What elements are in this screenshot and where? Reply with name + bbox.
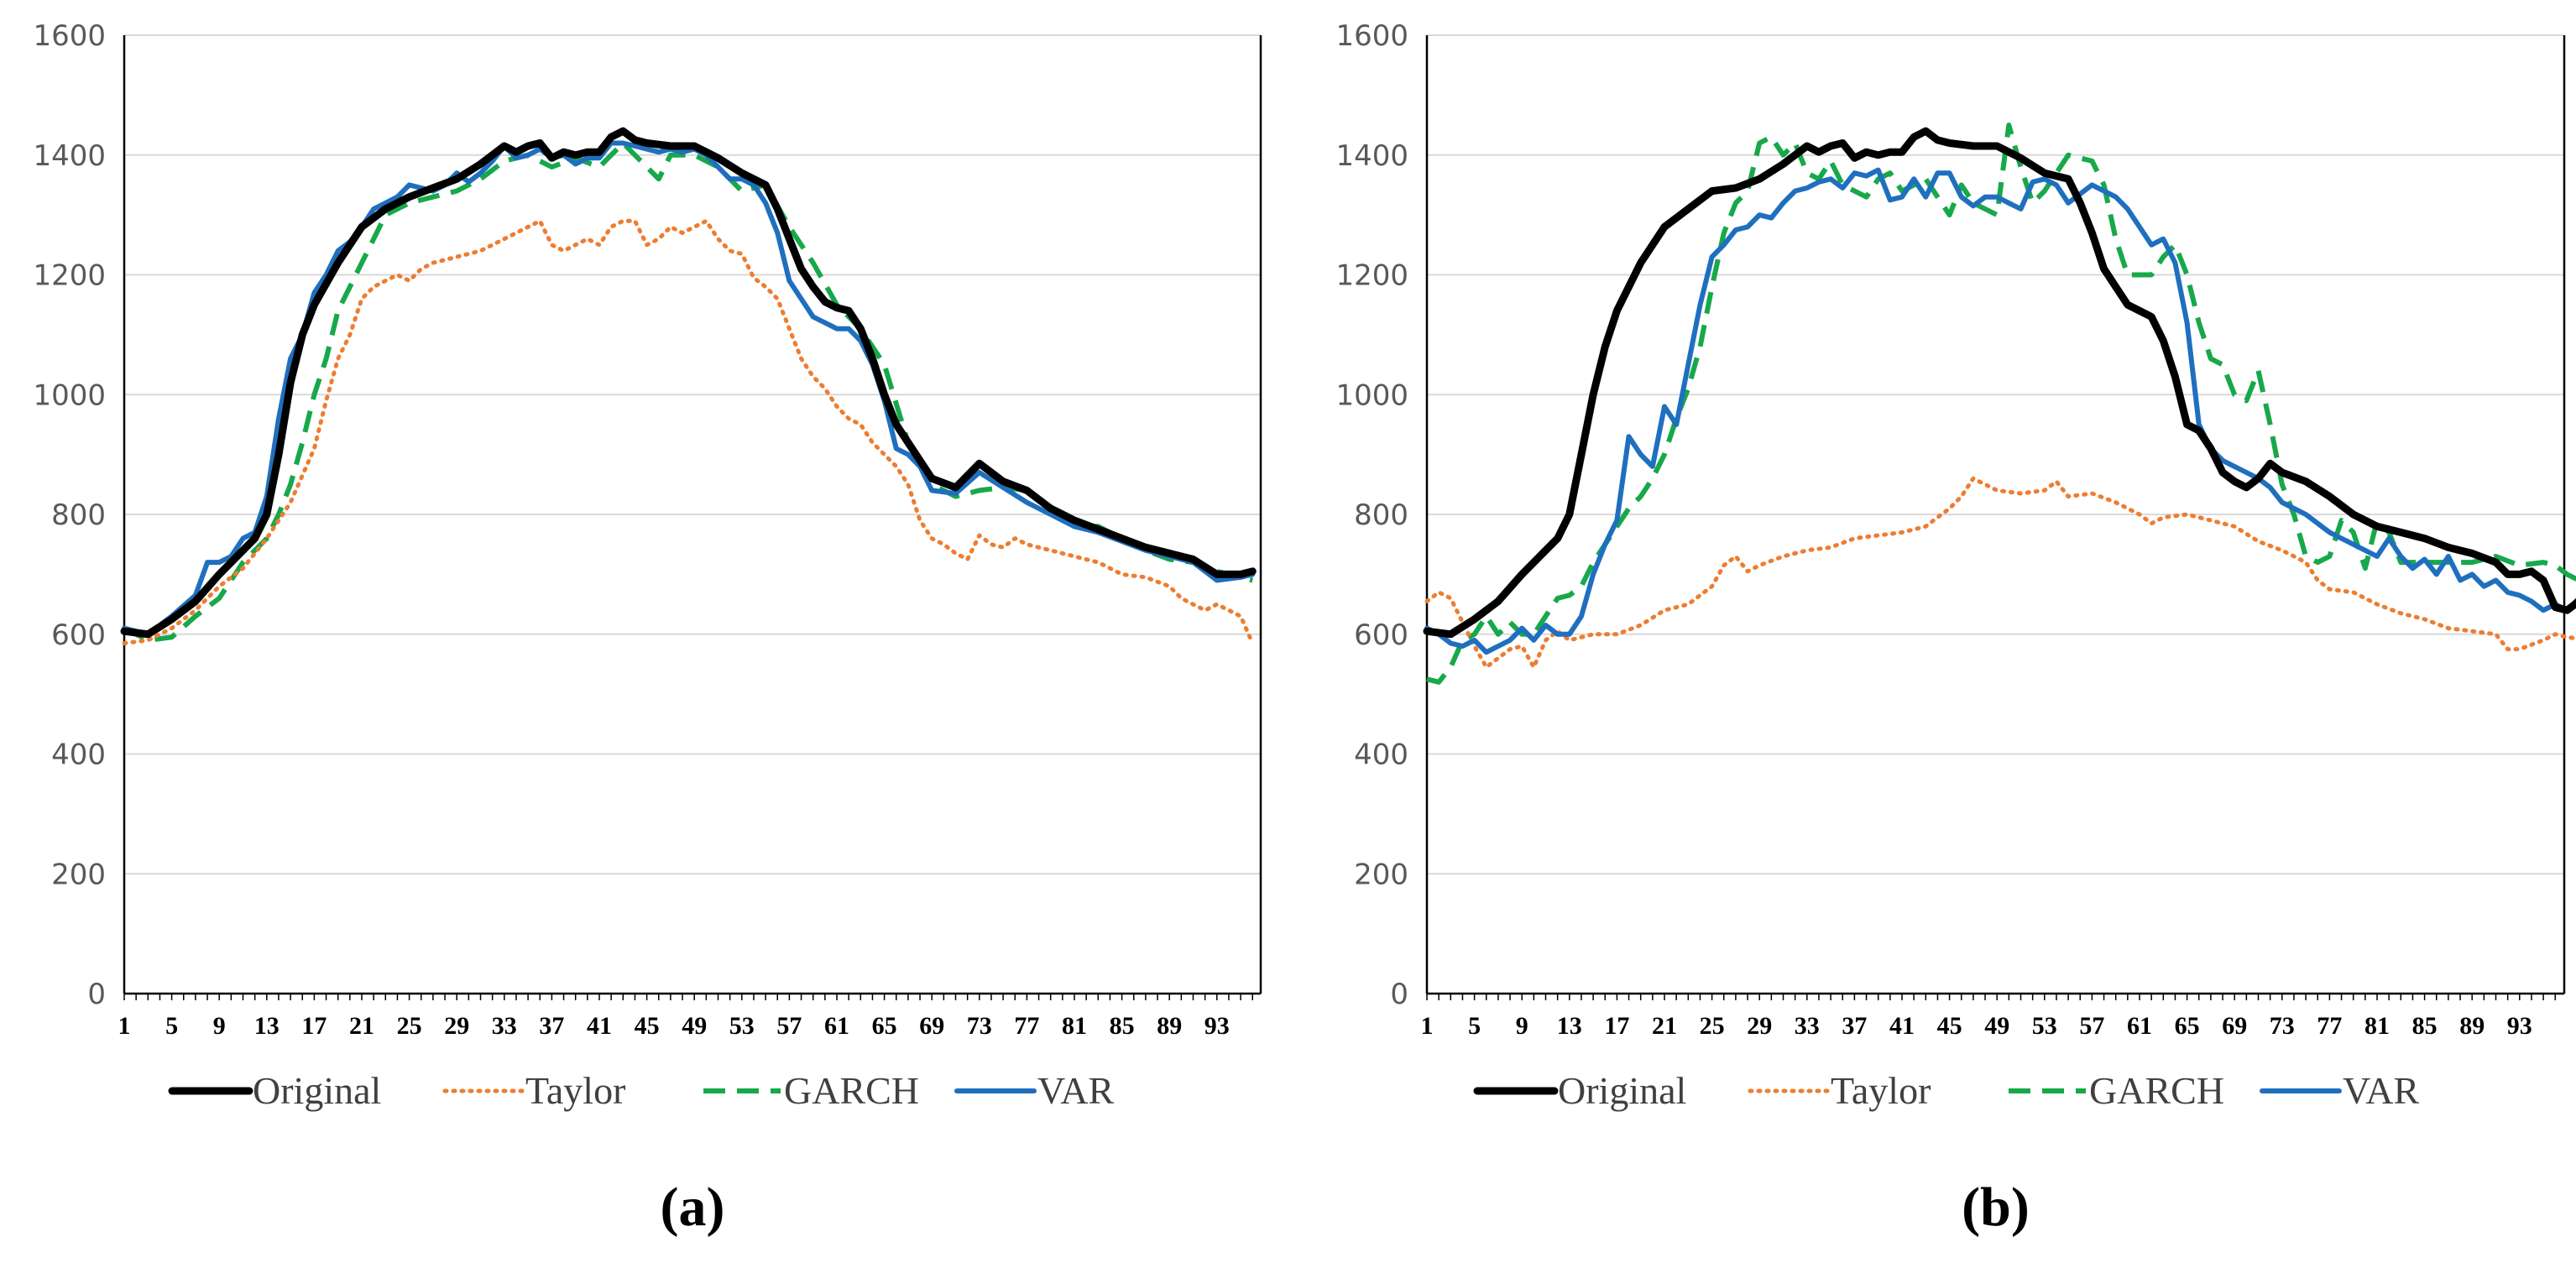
legend-label-garch: GARCH (2089, 1069, 2224, 1112)
x-tick-label: 89 (2459, 1012, 2485, 1040)
x-tick-label: 37 (1842, 1012, 1867, 1040)
series-line-var (122, 140, 1256, 637)
series-line-original (1423, 127, 2576, 639)
x-tick-label: 57 (2079, 1012, 2104, 1040)
x-tick-label: 85 (2412, 1012, 2438, 1040)
x-tick-label: 9 (213, 1012, 226, 1040)
x-tick-label: 65 (2175, 1012, 2200, 1040)
x-tick-label: 77 (1014, 1012, 1039, 1040)
x-tick-label: 73 (967, 1012, 992, 1040)
x-tick-label: 41 (1889, 1012, 1915, 1040)
x-tick-label: 25 (1700, 1012, 1725, 1040)
x-tick-label: 85 (1110, 1012, 1135, 1040)
x-tick-label: 65 (872, 1012, 897, 1040)
legend-label-var: VAR (1037, 1069, 1115, 1112)
y-tick-label: 0 (87, 978, 106, 1011)
y-tick-label: 1600 (33, 19, 106, 53)
x-tick-label: 41 (587, 1012, 612, 1040)
x-tick-label: 13 (1557, 1012, 1582, 1040)
series-line-taylor (122, 218, 1255, 645)
panel-label: (a) (661, 1177, 725, 1238)
x-tick-label: 13 (254, 1012, 280, 1040)
legend-label-taylor: Taylor (1831, 1069, 1931, 1112)
y-tick-label: 1200 (33, 259, 106, 293)
x-tick-label: 49 (682, 1012, 707, 1040)
y-tick-label: 800 (1354, 498, 1408, 532)
y-tick-label: 1400 (1335, 139, 1408, 173)
y-tick-label: 200 (51, 858, 106, 891)
y-tick-label: 600 (51, 618, 106, 652)
x-tick-label: 25 (397, 1012, 422, 1040)
y-tick-label: 1600 (1335, 19, 1408, 53)
x-tick-label: 33 (492, 1012, 517, 1040)
x-tick-label: 93 (2507, 1012, 2532, 1040)
x-tick-label: 29 (444, 1012, 469, 1040)
x-tick-label: 89 (1157, 1012, 1182, 1040)
y-tick-label: 1000 (33, 378, 106, 412)
x-tick-label: 45 (635, 1012, 660, 1040)
y-tick-label: 1200 (1335, 259, 1408, 293)
x-tick-label: 17 (1604, 1012, 1629, 1040)
x-tick-label: 69 (2222, 1012, 2247, 1040)
chart-panel-a: 0 200 400 600 800 1000 1200 1400 1600 1 5 9 13 17 21 25… (33, 19, 1262, 1238)
x-tick-label: 57 (776, 1012, 802, 1040)
legend-label-var: VAR (2343, 1069, 2420, 1112)
y-tick-label: 400 (1354, 738, 1408, 772)
x-tick-label: 21 (349, 1012, 374, 1040)
x-tick-label: 21 (1652, 1012, 1677, 1040)
series-line-taylor (1424, 476, 2576, 670)
x-tick-label: 37 (539, 1012, 564, 1040)
x-tick-label: 1 (118, 1012, 131, 1040)
y-tick-label: 1400 (33, 139, 106, 173)
y-tick-label: 200 (1354, 858, 1408, 891)
x-tick-label: 61 (824, 1012, 849, 1040)
x-tick-label: 53 (729, 1012, 755, 1040)
x-tick-label: 17 (301, 1012, 327, 1040)
series-line-garch (1426, 123, 2576, 685)
y-tick-label: 0 (1390, 978, 1408, 1011)
y-tick-label: 600 (1354, 618, 1408, 652)
panel-label: (b) (1962, 1177, 2030, 1238)
x-tick-label: 1 (1421, 1012, 1434, 1040)
legend-label-taylor: Taylor (525, 1069, 625, 1112)
x-tick-label: 61 (2127, 1012, 2152, 1040)
x-tick-label: 45 (1937, 1012, 1962, 1040)
series-line-var (1424, 167, 2576, 655)
legend-label-garch: GARCH (784, 1069, 919, 1112)
series-line-original (120, 127, 1257, 639)
chart-panel-b: 0 200 400 600 800 1000 1200 1400 1600 1 5 9 13 17 21 25… (1335, 19, 2576, 1238)
x-tick-label: 5 (1468, 1012, 1481, 1040)
legend-label-original: Original (1558, 1069, 1686, 1112)
legend-label-original: Original (253, 1069, 381, 1112)
x-tick-label: 53 (2032, 1012, 2057, 1040)
series-line-garch (123, 140, 1254, 643)
x-tick-label: 69 (919, 1012, 944, 1040)
y-tick-label: 800 (51, 498, 106, 532)
x-tick-label: 81 (1062, 1012, 1087, 1040)
y-tick-label: 1000 (1335, 378, 1408, 412)
x-tick-label: 5 (165, 1012, 178, 1040)
x-tick-label: 49 (1984, 1012, 2009, 1040)
x-tick-label: 9 (1516, 1012, 1528, 1040)
x-tick-label: 81 (2364, 1012, 2390, 1040)
x-tick-label: 73 (2270, 1012, 2295, 1040)
x-tick-label: 33 (1795, 1012, 1820, 1040)
y-tick-label: 400 (51, 738, 106, 772)
x-tick-label: 29 (1747, 1012, 1772, 1040)
x-tick-label: 77 (2317, 1012, 2342, 1040)
x-tick-label: 93 (1204, 1012, 1230, 1040)
